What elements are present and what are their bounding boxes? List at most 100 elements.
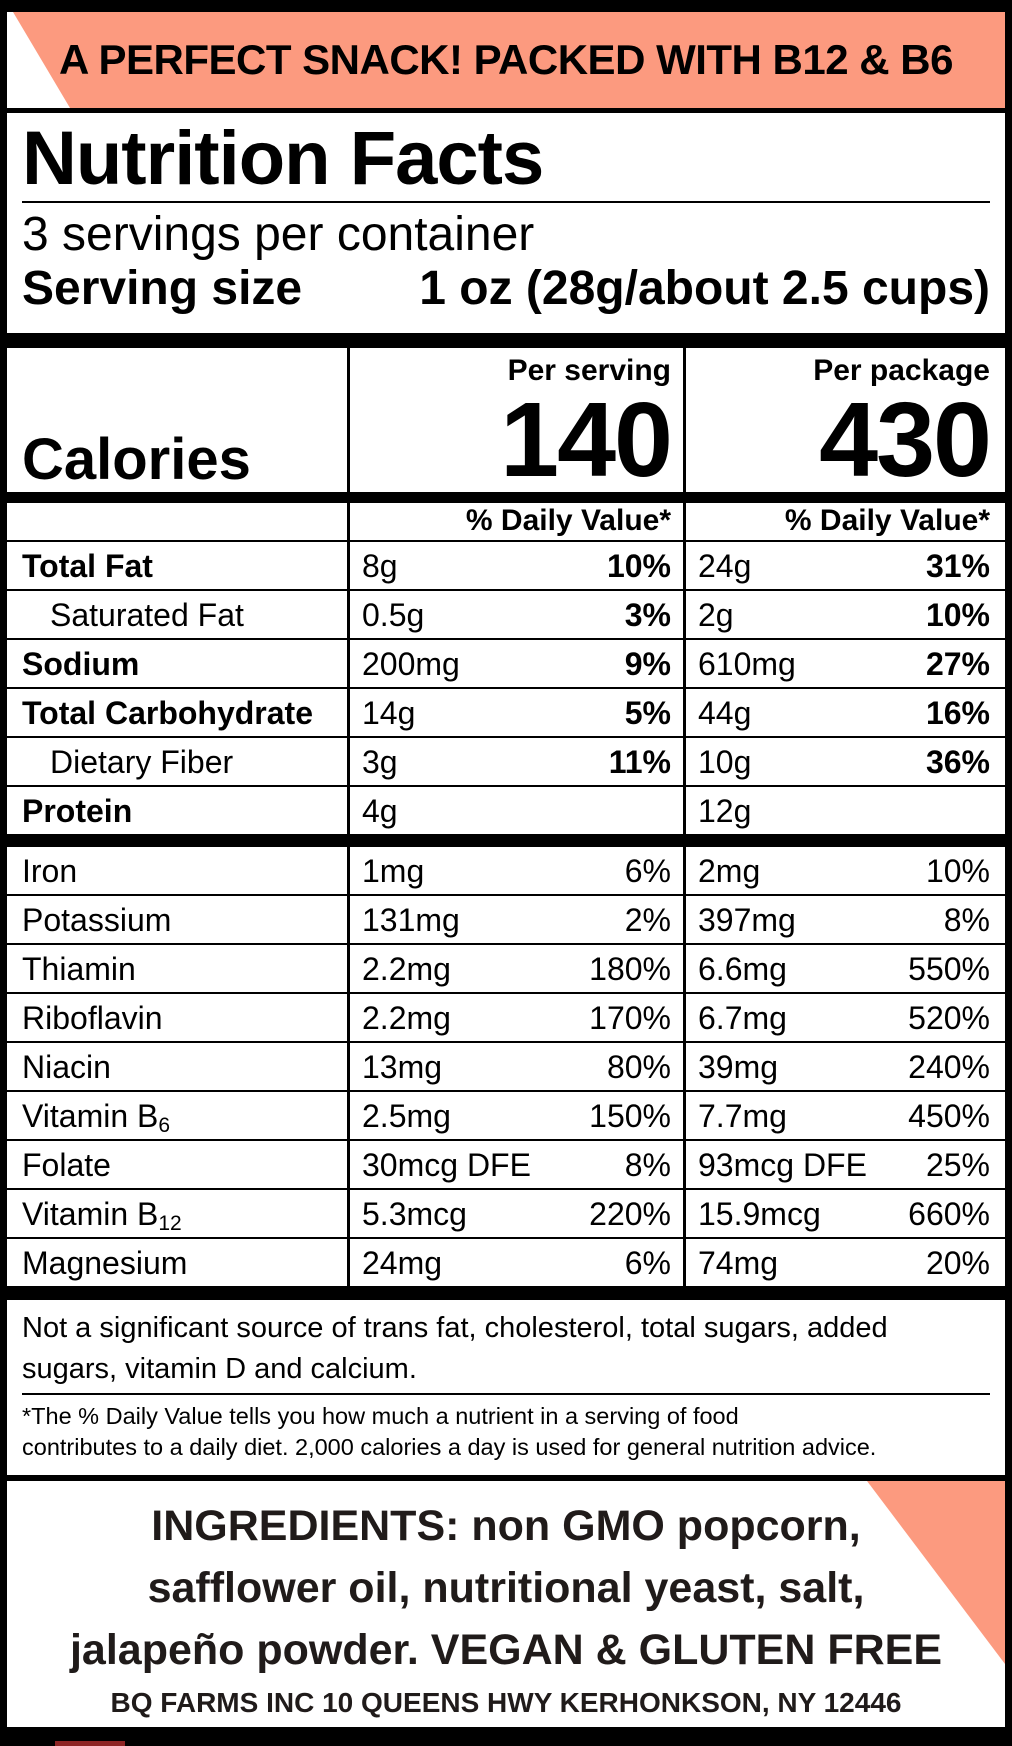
- vitamin-rows-per-serving: 1mg 6% 131mg 2% 2.2mg 180% 2.2mg 170% 13mg 80% 2.5…: [350, 847, 683, 1286]
- nutrient-values: 7.7mg 450%: [686, 1092, 1005, 1141]
- nutrient-amount: 6.6mg: [698, 951, 787, 987]
- nutrient-dv: 6%: [624, 853, 671, 889]
- nutrient-label: Thiamin: [7, 945, 347, 994]
- nutrient-values: 24mg 6%: [350, 1239, 683, 1286]
- per-package-calories-cell: Per package 430: [686, 348, 1005, 499]
- nutrient-values: 39mg 240%: [686, 1043, 1005, 1092]
- daily-value-header-serving: % Daily Value*: [350, 503, 683, 542]
- banner-accent-shape: [13, 12, 1005, 108]
- nutrient-amount: 24mg: [362, 1245, 443, 1281]
- nutrient-dv: 25%: [925, 1147, 990, 1183]
- nutrient-values: 200mg 9%: [350, 640, 683, 689]
- nutrient-dv: 240%: [908, 1049, 990, 1085]
- mid-divider: [350, 834, 683, 847]
- macro-rows-per-serving: 8g 10% 0.5g 3% 200mg 9% 14g 5% 3g 11% 4g: [350, 542, 683, 834]
- nutrient-values: 10g 36%: [686, 738, 1005, 787]
- bottom-red-mark: [55, 1741, 125, 1746]
- manufacturer-address: BQ FARMS INC 10 QUEENS HWY KERHONKSON, N…: [110, 1687, 902, 1718]
- nutrient-amount: 7.7mg: [698, 1098, 787, 1134]
- footnote-line-2: contributes to a daily diet. 2,000 calor…: [22, 1434, 877, 1460]
- nutrient-values: 14g 5%: [350, 689, 683, 738]
- nutrient-dv: 10%: [925, 597, 990, 633]
- daily-value-footnote: *The % Daily Value tells you how much a …: [22, 1401, 990, 1463]
- nutrient-dv: 550%: [908, 951, 990, 987]
- nutrient-amount: 3g: [362, 744, 398, 780]
- per-package-column: Per package 430 % Daily Value* 24g 31% 2g 1…: [686, 348, 1005, 1286]
- serving-size-label: Serving size: [22, 262, 303, 315]
- nutrient-dv: 80%: [606, 1049, 671, 1085]
- nutrient-dv: 150%: [589, 1098, 671, 1134]
- nutrient-amount: 0.5g: [362, 597, 425, 633]
- serving-size-row: Serving size 1 oz (28g/about 2.5 cups): [22, 261, 990, 317]
- nutrient-values: 5.3mcg 220%: [350, 1190, 683, 1239]
- nutrient-values: 12g: [686, 787, 1005, 834]
- nutrient-values: 131mg 2%: [350, 896, 683, 945]
- nutrient-amount: 131mg: [362, 902, 460, 938]
- nutrient-values: 1mg 6%: [350, 847, 683, 896]
- per-serving-label: Per serving: [507, 354, 671, 387]
- nutrient-dv: 180%: [589, 951, 671, 987]
- nutrient-values: 2.2mg 180%: [350, 945, 683, 994]
- nutrient-amount: 14g: [362, 695, 416, 731]
- footnote-line-1: *The % Daily Value tells you how much a …: [22, 1403, 739, 1429]
- nutrient-dv: 6%: [624, 1245, 671, 1281]
- nutrient-amount: 1mg: [362, 853, 425, 889]
- nutrient-label: Protein: [22, 793, 133, 829]
- nutrient-dv: 450%: [908, 1098, 990, 1134]
- nutrient-dv: 20%: [925, 1245, 990, 1281]
- calories-underline: [686, 492, 1005, 503]
- thick-divider-top: [7, 333, 1005, 348]
- nutrient-label: Vitamin B6: [7, 1092, 347, 1141]
- nutrient-amount: 13mg: [362, 1049, 443, 1085]
- nutrient-amount: 2g: [698, 597, 734, 633]
- nutrient-amount: 5.3mcg: [362, 1196, 467, 1232]
- nutrient-label: Dietary Fiber: [7, 738, 347, 787]
- nutrient-values: 93mcg DFE 25%: [686, 1141, 1005, 1190]
- nutrient-label: Magnesium: [22, 1245, 188, 1281]
- nutrient-values: 4g: [350, 787, 683, 834]
- nutrient-amount: 397mg: [698, 902, 796, 938]
- vitamin-rows-labels: Iron Potassium Thiamin Riboflavin Niacin Vita…: [7, 847, 347, 1286]
- nutrient-name-column: Calories Total Fat Saturated Fat Sodium Tot…: [7, 348, 350, 1286]
- nutrient-amount: 15.9mcg: [698, 1196, 821, 1232]
- thick-divider-bottom: [7, 1286, 1005, 1300]
- nutrient-dv: 520%: [908, 1000, 990, 1036]
- nutrient-amount: 610mg: [698, 646, 796, 682]
- mid-divider: [7, 834, 347, 847]
- calories-underline: [350, 492, 683, 503]
- nutrient-values: 610mg 27%: [686, 640, 1005, 689]
- nutrient-amount: 2.5mg: [362, 1098, 451, 1134]
- nutrient-amount: 93mcg DFE: [698, 1147, 867, 1183]
- per-serving-column: Per serving 140 % Daily Value* 8g 10% 0.5g…: [350, 348, 686, 1286]
- nutrient-amount: 6.7mg: [698, 1000, 787, 1036]
- banner: A PERFECT SNACK! PACKED WITH B12 & B6: [7, 12, 1005, 108]
- nutrient-dv: 3%: [624, 597, 671, 633]
- nutrient-values: 13mg 80%: [350, 1043, 683, 1092]
- nutrient-values: 8g 10%: [350, 542, 683, 591]
- nutrient-label: Sodium: [7, 640, 347, 689]
- nutrient-amount: 30mcg DFE: [362, 1147, 531, 1183]
- nutrient-values: 6.7mg 520%: [686, 994, 1005, 1043]
- nutrient-amount: 8g: [362, 548, 398, 584]
- ingredients-line: safflower oil, nutritional yeast, salt,: [147, 1564, 865, 1612]
- nutrient-values: 0.5g 3%: [350, 591, 683, 640]
- nutrient-label: Potassium: [7, 896, 347, 945]
- nutrient-values: 44g 16%: [686, 689, 1005, 738]
- nutrient-values: 15.9mcg 660%: [686, 1190, 1005, 1239]
- nutrient-label: Riboflavin: [7, 994, 347, 1043]
- nutrient-values: 2.5mg 150%: [350, 1092, 683, 1141]
- per-package-calories-value: 430: [819, 381, 992, 499]
- nutrient-amount: 10g: [698, 744, 752, 780]
- per-serving-calories-value: 140: [500, 381, 673, 499]
- nutrient-table: Calories Total Fat Saturated Fat Sodium Tot…: [7, 348, 1005, 1286]
- nutrient-values: 74mg 20%: [686, 1239, 1005, 1286]
- ingredients-line: INGREDIENTS: non GMO popcorn,: [151, 1502, 861, 1550]
- nutrient-values: 24g 31%: [686, 542, 1005, 591]
- banner-text: A PERFECT SNACK! PACKED WITH B12 & B6: [59, 36, 953, 83]
- footnote-divider: [22, 1393, 990, 1395]
- nutrient-dv: 8%: [943, 902, 990, 938]
- vitamin-rows-per-package: 2mg 10% 397mg 8% 6.6mg 550% 6.7mg 520% 39mg 240% 7…: [686, 847, 1005, 1286]
- calories-label: Calories: [22, 427, 251, 492]
- ingredients-line: jalapeño powder. VEGAN & GLUTEN FREE: [69, 1626, 943, 1674]
